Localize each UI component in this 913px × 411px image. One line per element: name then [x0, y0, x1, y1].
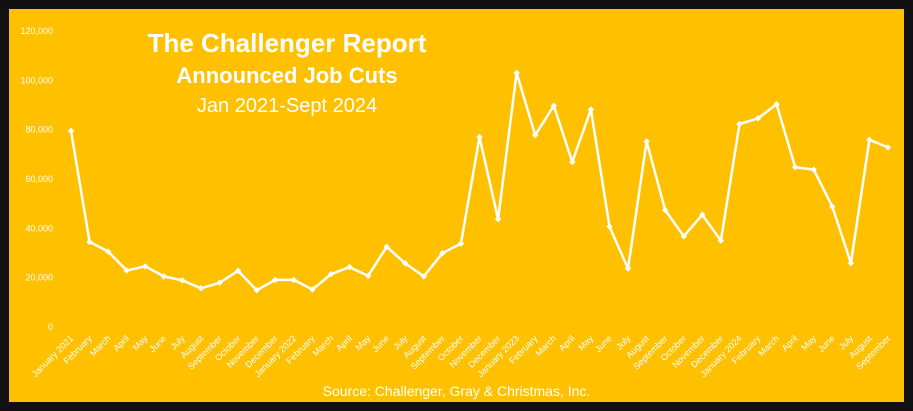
- x-tick-label: June: [147, 333, 168, 354]
- data-point: [272, 276, 279, 284]
- x-tick-label: March: [311, 333, 336, 358]
- data-point: [624, 265, 632, 272]
- chart-subtitle: Announced Job Cuts: [176, 63, 398, 88]
- data-point: [810, 166, 817, 173]
- x-tick-label: March: [533, 333, 558, 358]
- data-point: [773, 101, 780, 108]
- data-point: [364, 272, 372, 280]
- y-tick-label: 80,000: [25, 125, 53, 135]
- data-point: [532, 131, 539, 139]
- y-tick-label: 100,000: [20, 75, 53, 85]
- x-tick-label: April: [334, 333, 354, 353]
- data-point: [884, 144, 892, 151]
- data-point: [402, 260, 409, 267]
- y-tick-label: 120,000: [20, 26, 53, 36]
- data-point: [142, 263, 149, 270]
- data-point: [494, 216, 502, 223]
- data-point: [587, 106, 595, 113]
- data-point: [197, 285, 205, 292]
- x-tick-label: May: [353, 333, 372, 352]
- chart-title: The Challenger Report: [147, 28, 427, 58]
- data-point: [661, 206, 669, 214]
- data-point: [290, 276, 298, 284]
- data-point: [179, 277, 186, 284]
- y-tick-label: 0: [48, 322, 53, 332]
- data-point: [606, 223, 613, 230]
- x-tick-label: May: [799, 333, 818, 352]
- x-tick-label: April: [111, 333, 131, 353]
- data-point: [253, 287, 260, 294]
- data-point: [643, 138, 650, 145]
- x-tick-label: May: [131, 333, 150, 352]
- x-tick-label: March: [88, 333, 113, 358]
- data-point: [569, 158, 576, 166]
- data-point: [383, 243, 390, 251]
- data-point: [439, 250, 446, 257]
- y-tick-label: 20,000: [25, 273, 53, 283]
- x-tick-label: March: [756, 333, 781, 358]
- x-tick-label: June: [816, 333, 837, 354]
- data-point: [699, 211, 706, 218]
- data-point: [736, 120, 743, 128]
- data-point: [420, 273, 427, 280]
- data-point: [216, 279, 223, 287]
- data-point: [550, 102, 557, 109]
- data-point: [866, 136, 873, 143]
- data-point: [346, 263, 353, 271]
- data-point: [791, 163, 799, 171]
- data-point: [754, 115, 762, 122]
- data-point: [104, 248, 112, 255]
- x-tick-label: April: [780, 333, 800, 353]
- data-point: [457, 240, 465, 247]
- chart-background: 0 20,000 40,000 60,000 80,000 100,000 120,000 …: [9, 9, 904, 402]
- y-axis-labels: 0 20,000 40,000 60,000 80,000 100,000 120,000: [20, 26, 53, 332]
- chart-date-range: Jan 2021-Sept 2024: [196, 95, 378, 117]
- data-point: [86, 238, 93, 246]
- data-point: [513, 69, 520, 77]
- data-point: [847, 259, 855, 267]
- data-point: [160, 273, 168, 280]
- y-tick-label: 60,000: [25, 174, 53, 184]
- data-point: [476, 133, 483, 141]
- data-point: [123, 267, 130, 274]
- data-point: [829, 203, 836, 210]
- y-tick-label: 40,000: [25, 223, 53, 233]
- data-point: [67, 127, 75, 135]
- data-markers: [67, 69, 892, 294]
- line-chart: 020,00040,00060,00080,000100,000120,000 …: [20, 26, 893, 379]
- data-point: [717, 237, 725, 244]
- x-tick-label: June: [370, 333, 391, 354]
- data-point: [234, 267, 242, 274]
- x-tick-label: April: [557, 333, 577, 353]
- data-point: [309, 286, 316, 293]
- x-tick-label: June: [593, 333, 614, 354]
- chart-source: Source: Challenger, Gray & Christmas, In…: [322, 383, 591, 399]
- data-point: [680, 233, 687, 240]
- x-tick-label: May: [576, 333, 595, 352]
- data-point: [327, 271, 335, 278]
